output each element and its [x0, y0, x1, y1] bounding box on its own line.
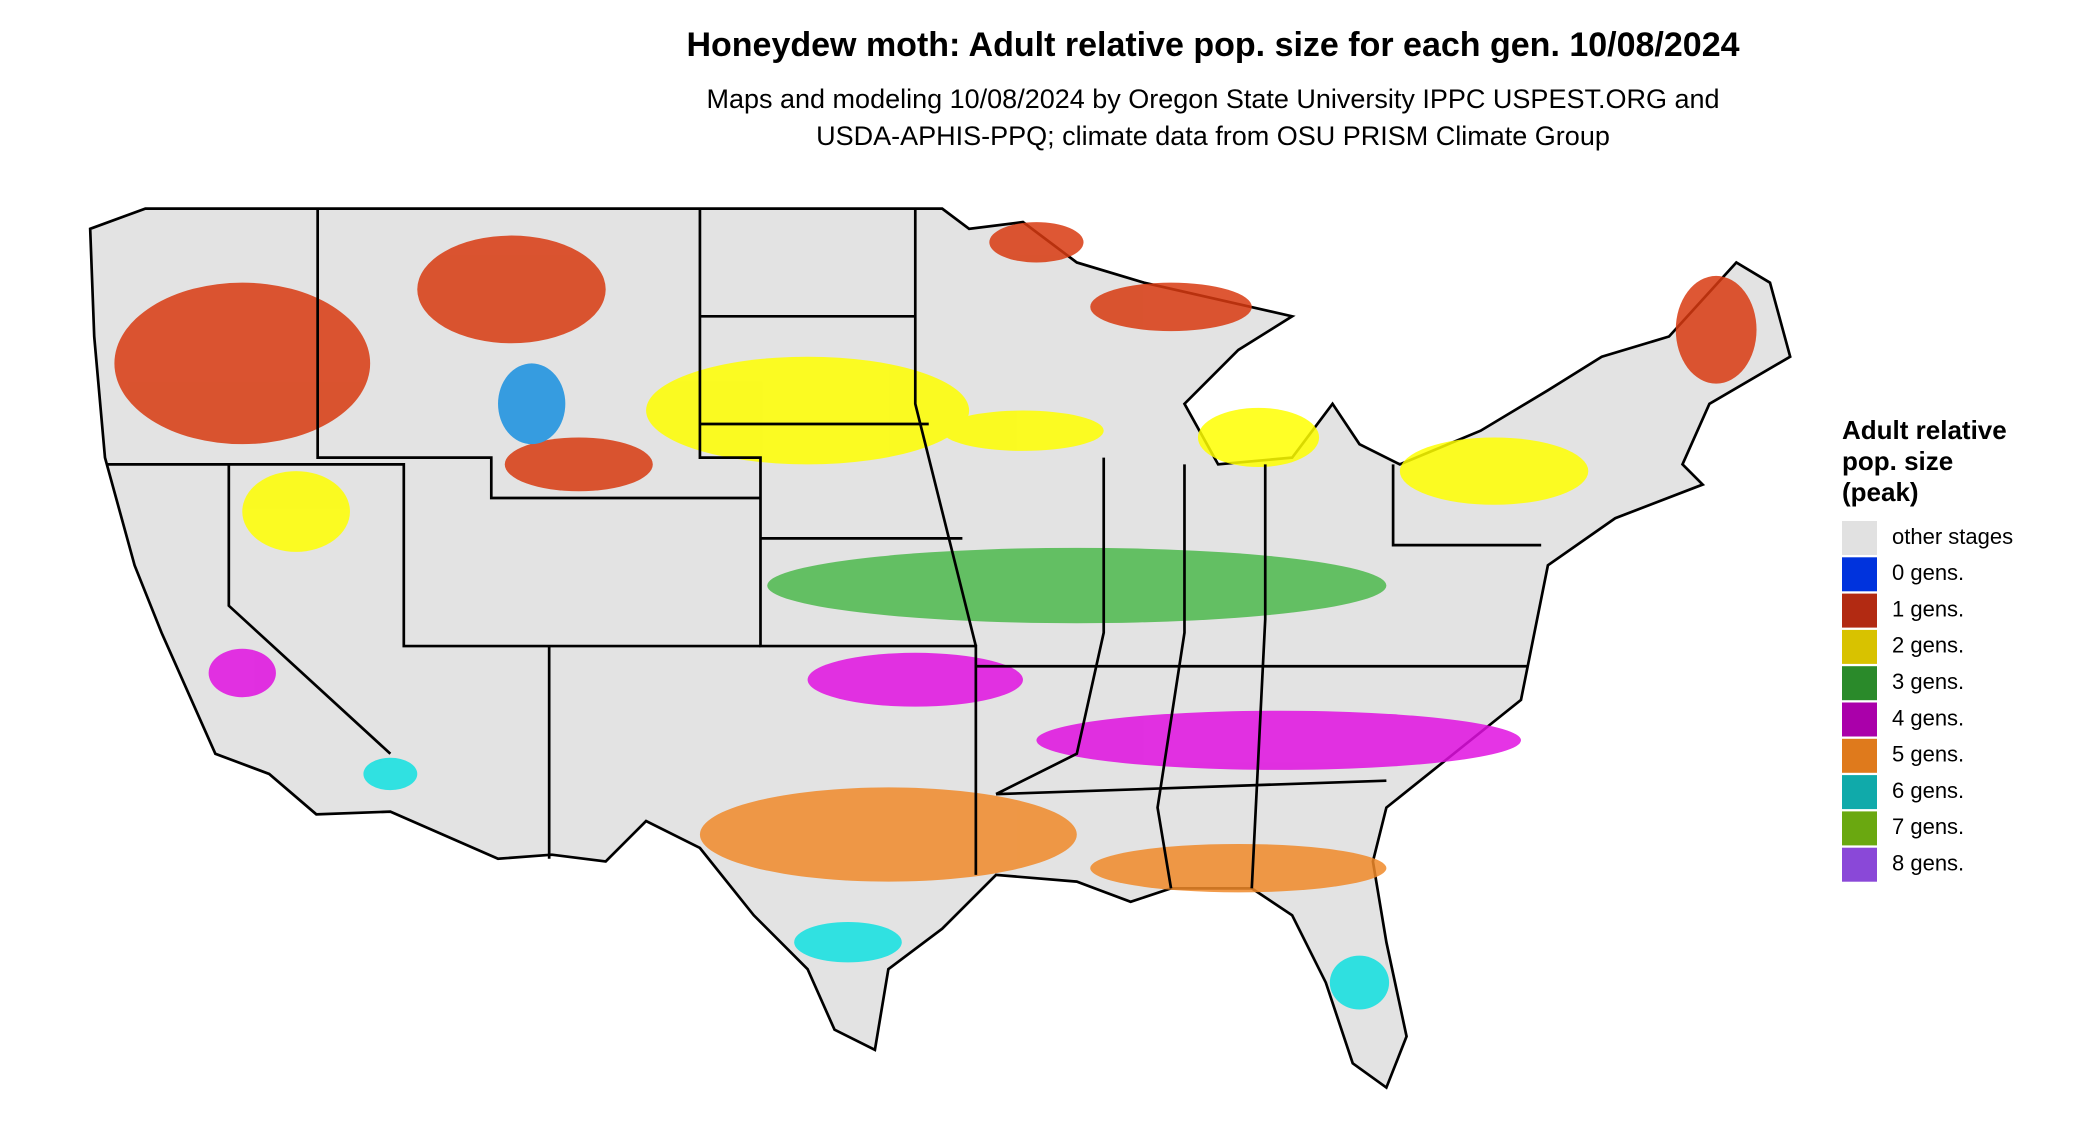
area-1-gen [1675, 275, 1757, 384]
legend-swatch [1842, 702, 1877, 737]
legend-title: Adult relative [1842, 415, 2007, 445]
legend-swatch [1842, 847, 1877, 882]
legend-swatch [1842, 775, 1877, 810]
legend-title: (peak) [1842, 477, 1919, 507]
area-1-gen [504, 437, 653, 492]
area-1-gen [989, 222, 1084, 263]
area-0-gen [498, 363, 566, 445]
area-6-gen [1329, 955, 1390, 1010]
area-6-gen [794, 922, 902, 963]
legend-swatch [1842, 666, 1877, 701]
legend-label: 7 gens. [1892, 814, 1964, 839]
legend-swatch [1842, 738, 1877, 773]
area-2-gen [242, 471, 350, 552]
area-6-gen [363, 757, 418, 791]
legend-label: 4 gens. [1892, 705, 1964, 730]
legend-label: 1 gens. [1892, 596, 1964, 621]
legend-label: 8 gens. [1892, 851, 1964, 876]
legend-label: 2 gens. [1892, 633, 1964, 658]
area-2-gen [1399, 437, 1589, 505]
area-2-gen [942, 410, 1104, 451]
legend-swatch [1842, 521, 1877, 555]
legend-label: 5 gens. [1892, 742, 1964, 767]
legend-label: 6 gens. [1892, 778, 1964, 803]
area-2-gen [1197, 407, 1320, 468]
legend-swatch [1842, 629, 1877, 664]
area-1-gen [114, 282, 371, 445]
subtitle: USDA-APHIS-PPQ; climate data from OSU PR… [816, 121, 1610, 151]
area-4-gen [208, 648, 276, 698]
legend-label: other stages [1892, 524, 2013, 549]
area-1-gen [417, 235, 606, 344]
legend-swatch [1842, 557, 1877, 592]
map [88, 207, 1792, 1090]
legend-title: pop. size [1842, 446, 1953, 476]
area-1-gen [1090, 282, 1252, 332]
generation-areas [114, 222, 1757, 1010]
subtitle: Maps and modeling 10/08/2024 by Oregon S… [706, 84, 1719, 114]
legend-label: 3 gens. [1892, 669, 1964, 694]
area-5-gen [699, 787, 1077, 882]
area-4-gen [1036, 710, 1521, 770]
title: Honeydew moth: Adult relative pop. size … [686, 26, 1739, 64]
area-4-gen [807, 652, 1023, 707]
area-2-gen [646, 356, 970, 465]
legend-swatch [1842, 811, 1877, 846]
legend-label: 0 gens. [1892, 560, 1964, 585]
area-5-gen [1090, 843, 1387, 893]
area-3-gen [767, 547, 1387, 624]
legend-swatch [1842, 593, 1877, 628]
state-borders [107, 208, 1542, 889]
